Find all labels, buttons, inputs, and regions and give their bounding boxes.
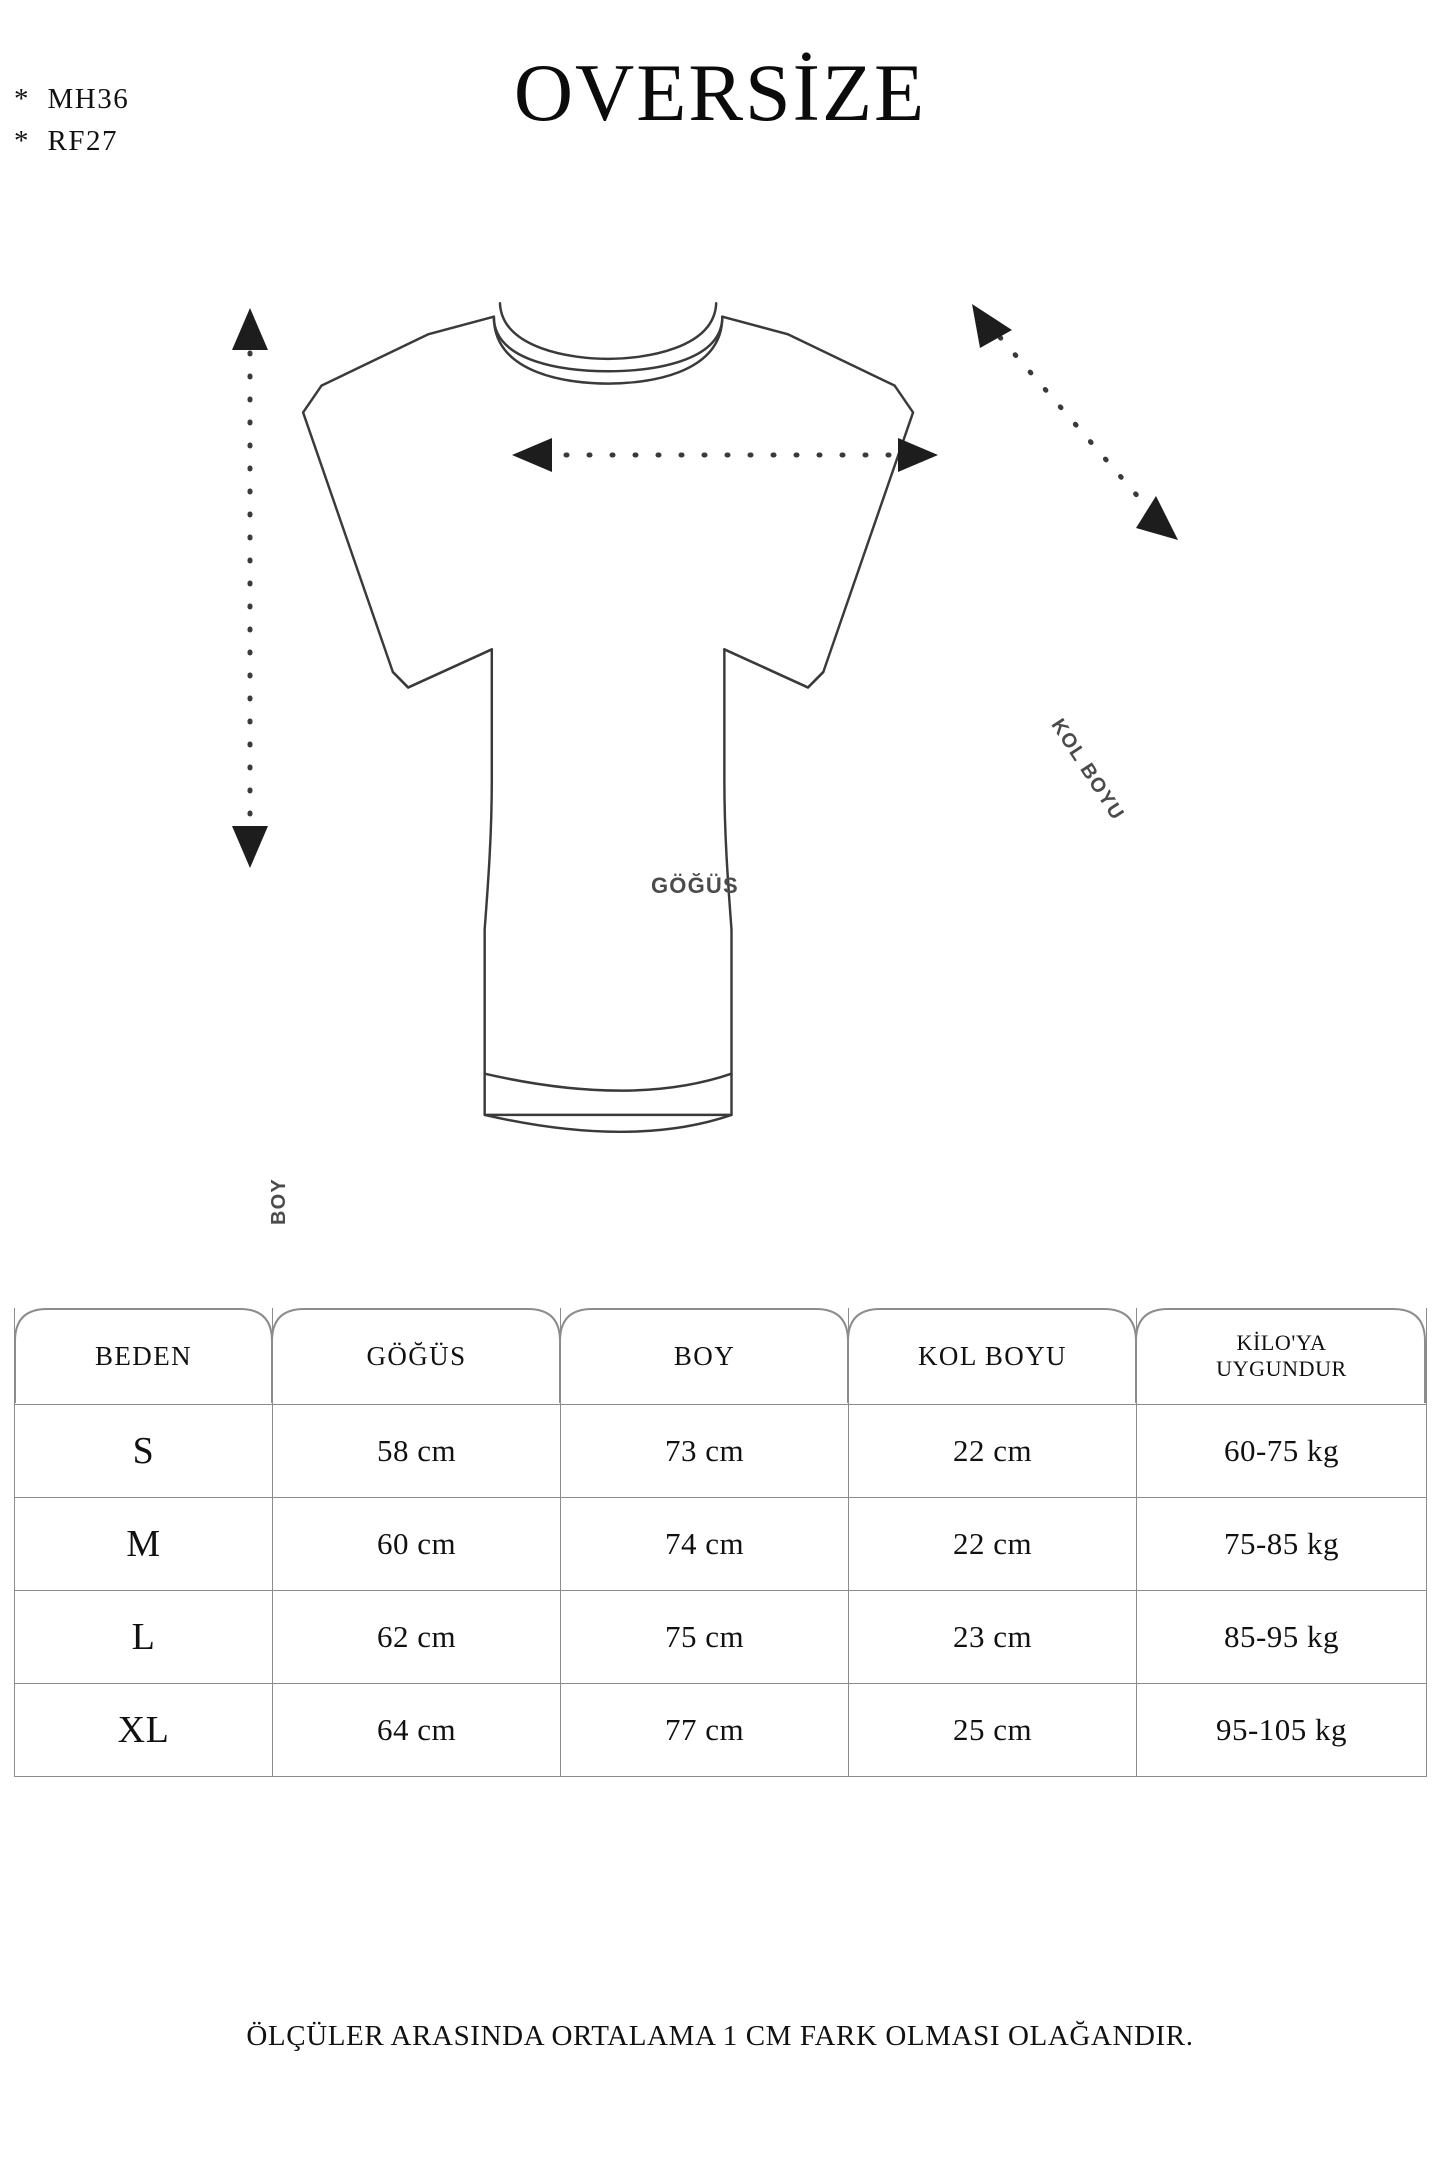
column-header-kiloya-uygundur: KİLO'YA UYGUNDUR — [1136, 1308, 1427, 1405]
measurement-note: ÖLÇÜLER ARASINDA ORTALAMA 1 CM FARK OLMA… — [246, 2020, 1194, 2052]
page-title: OVERSİZE — [513, 47, 927, 138]
chest-label: GÖĞÜS — [651, 873, 739, 898]
length-label: BOY — [268, 1178, 290, 1225]
cell-length: 77 cm — [560, 1683, 849, 1777]
column-header-line2: UYGUNDUR — [1216, 1356, 1347, 1381]
column-header-gogus: GÖĞÜS — [272, 1308, 561, 1405]
cell-sleeve: 22 cm — [848, 1497, 1137, 1591]
column-header-boy: BOY — [560, 1308, 849, 1405]
cell-chest: 62 cm — [272, 1590, 561, 1684]
cell-sleeve: 25 cm — [848, 1683, 1137, 1777]
cell-size: XL — [14, 1683, 273, 1777]
chest-measure-arrow — [512, 438, 938, 472]
garment-diagram: GÖĞÜS BOY KOL BOYU — [0, 300, 1440, 1240]
size-table-container: BEDEN GÖĞÜS BOY KOL BOYU KİLO'YA UYGUNDU… — [14, 1308, 1427, 1777]
cell-weight: 95-105 kg — [1136, 1683, 1427, 1777]
cell-size: L — [14, 1590, 273, 1684]
table-header-row: BEDEN GÖĞÜS BOY KOL BOYU KİLO'YA UYGUNDU… — [14, 1308, 1427, 1405]
page-header: * MH36 * RF27 OVERSİZE — [0, 0, 1440, 200]
tshirt-outline — [301, 302, 915, 1134]
column-header-beden: BEDEN — [14, 1308, 273, 1405]
column-header-line1: KİLO'YA — [1236, 1330, 1327, 1355]
cell-sleeve: 22 cm — [848, 1404, 1137, 1498]
length-measure-arrow — [232, 308, 268, 868]
column-header-kol-boyu: KOL BOYU — [848, 1308, 1137, 1405]
cell-length: 73 cm — [560, 1404, 849, 1498]
product-codes: * MH36 * RF27 — [14, 78, 129, 162]
cell-chest: 64 cm — [272, 1683, 561, 1777]
product-code-1: * MH36 — [14, 83, 130, 115]
product-code-2: * RF27 — [14, 125, 118, 157]
cell-weight: 60-75 kg — [1136, 1404, 1427, 1498]
cell-size: S — [14, 1404, 273, 1498]
cell-chest: 60 cm — [272, 1497, 561, 1591]
sleeve-measure-arrow — [972, 304, 1178, 540]
table-row: L 62 cm 75 cm 23 cm 85-95 kg — [14, 1590, 1427, 1684]
table-row: M 60 cm 74 cm 22 cm 75-85 kg — [14, 1497, 1427, 1591]
cell-weight: 85-95 kg — [1136, 1590, 1427, 1684]
cell-size: M — [14, 1497, 273, 1591]
cell-weight: 75-85 kg — [1136, 1497, 1427, 1591]
cell-length: 75 cm — [560, 1590, 849, 1684]
table-row: S 58 cm 73 cm 22 cm 60-75 kg — [14, 1404, 1427, 1498]
cell-length: 74 cm — [560, 1497, 849, 1591]
table-row: XL 64 cm 77 cm 25 cm 95-105 kg — [14, 1683, 1427, 1777]
cell-sleeve: 23 cm — [848, 1590, 1137, 1684]
cell-chest: 58 cm — [272, 1404, 561, 1498]
size-table: BEDEN GÖĞÜS BOY KOL BOYU KİLO'YA UYGUNDU… — [14, 1308, 1427, 1777]
tshirt-technical-drawing-svg — [232, 302, 1178, 1134]
